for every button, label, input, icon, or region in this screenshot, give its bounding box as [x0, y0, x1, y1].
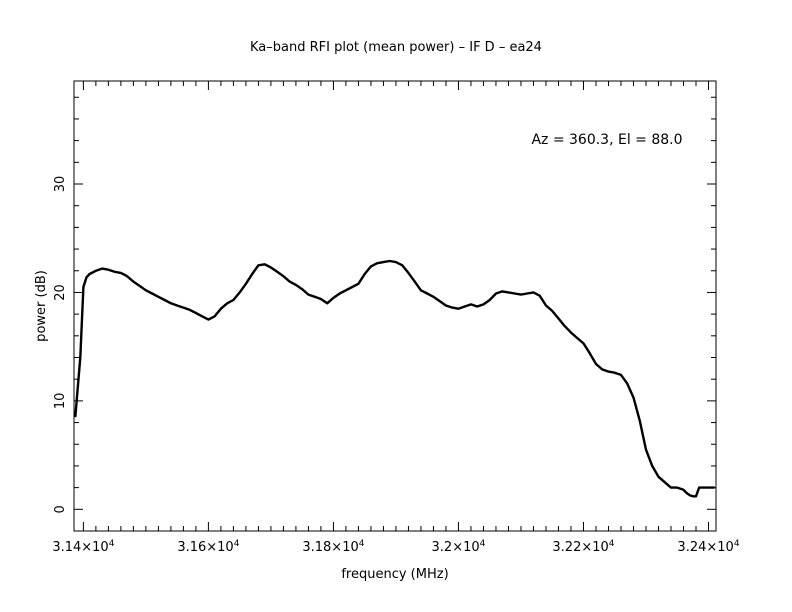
x-axis-tick-labels: 3.14×104 3.16×104 3.18×104 3.2×104 3.22×104 3… — [52, 539, 740, 555]
x-tick-label: 3.18×104 — [302, 539, 364, 555]
x-tick-label: 3.22×104 — [552, 539, 614, 555]
x-tick-label: 3.24×104 — [677, 539, 739, 555]
x-axis-label: frequency (MHz) — [341, 567, 448, 582]
y-tick-label: 0 — [53, 505, 68, 513]
az-el-annotation: Az = 360.3, El = 88.0 — [531, 132, 682, 148]
mean-power-series-line — [74, 259, 715, 498]
y-axis-ticks — [74, 96, 716, 510]
x-axis-ticks — [82, 81, 709, 531]
y-tick-label: 20 — [53, 284, 68, 301]
y-axis-label: power (dB) — [34, 270, 49, 342]
y-tick-label: 10 — [53, 393, 68, 410]
x-tick-label: 3.16×104 — [177, 539, 239, 555]
x-tick-label: 3.14×104 — [52, 539, 114, 555]
x-tick-label: 3.2×104 — [432, 539, 486, 555]
chart-title: Ka–band RFI plot (mean power) – IF D – e… — [250, 40, 542, 55]
y-axis-tick-labels: 0 10 20 30 — [53, 176, 68, 514]
plot-frame — [73, 80, 717, 532]
y-tick-label: 30 — [53, 176, 68, 193]
